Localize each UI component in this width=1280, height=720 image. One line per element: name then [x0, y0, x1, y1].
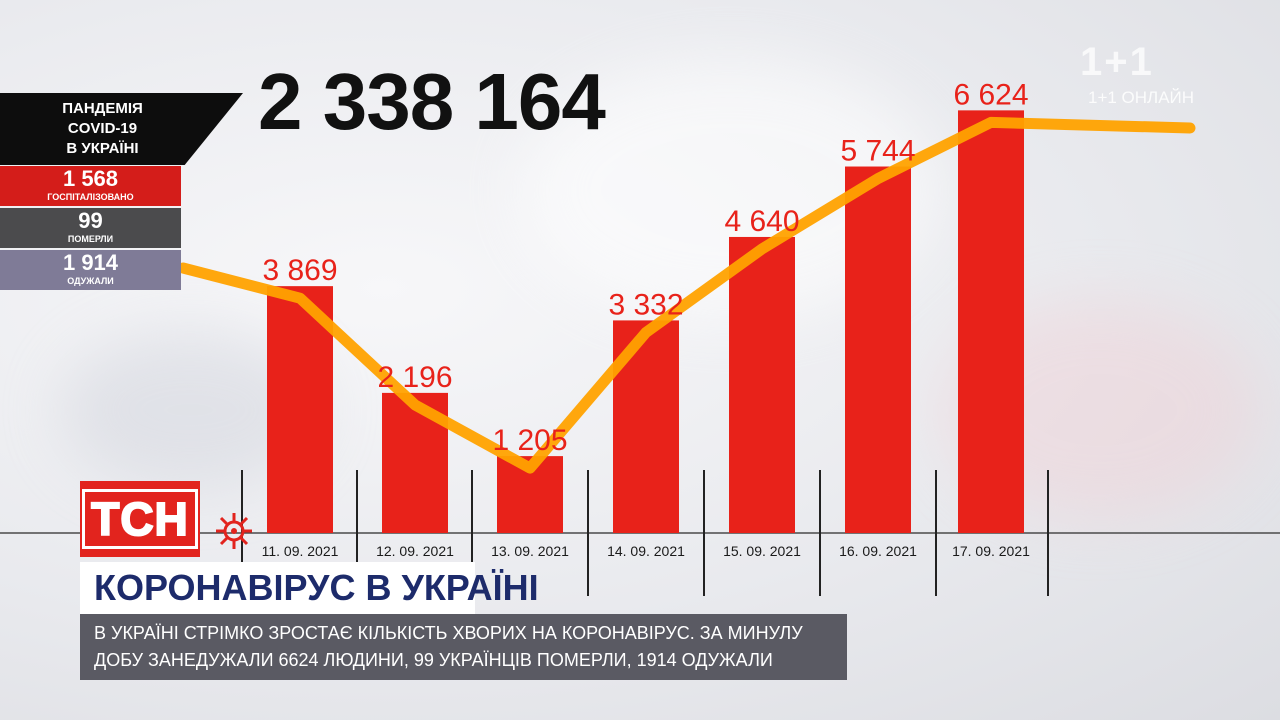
- recovered-value: 1 914: [62, 250, 119, 275]
- tsn-logo-text: ТСН: [82, 489, 198, 549]
- trend-line: [177, 116, 1196, 474]
- tsn-logo: ТСН: [80, 481, 200, 557]
- data-label: 3 332: [608, 288, 683, 321]
- pandemic-panel-title: ПАНДЕМІЯ COVID-19 В УКРАЇНІ: [62, 100, 143, 157]
- x-tick-label: 17. 09. 2021: [952, 543, 1030, 559]
- hospitalized-stat: 1 568 ГОСПІТАЛІЗОВАНО: [0, 166, 181, 206]
- x-tick-label: 11. 09. 2021: [262, 543, 339, 559]
- headline-bar: КОРОНАВІРУС В УКРАЇНІ: [80, 562, 539, 614]
- headline-text: КОРОНАВІРУС В УКРАЇНІ: [94, 567, 539, 608]
- recovered-stat: 1 914 ОДУЖАЛИ: [0, 250, 181, 290]
- caption-text: В УКРАЇНІ СТРІМКО ЗРОСТАЄ КІЛЬКІСТЬ ХВОР…: [94, 623, 803, 670]
- data-label: 3 869: [262, 254, 337, 287]
- total-cases: 2 338 164: [258, 57, 606, 146]
- data-label: 6 624: [953, 78, 1028, 111]
- bar: [267, 286, 333, 533]
- x-tick-label: 13. 09. 2021: [491, 543, 569, 559]
- channel-watermark-sub: 1+1 ОНЛАЙН: [1088, 88, 1195, 107]
- data-label: 1 205: [492, 424, 567, 457]
- caption-bar: В УКРАЇНІ СТРІМКО ЗРОСТАЄ КІЛЬКІСТЬ ХВОР…: [80, 614, 847, 680]
- channel-watermark: 1+1: [1080, 40, 1154, 84]
- bar: [845, 166, 911, 534]
- data-label: 5 744: [840, 135, 915, 168]
- hospitalized-label: ГОСПІТАЛІЗОВАНО: [47, 192, 134, 202]
- bar: [729, 236, 795, 533]
- x-tick-label: 12. 09. 2021: [376, 543, 454, 559]
- deaths-label: ПОМЕРЛИ: [67, 234, 114, 244]
- bar: [958, 110, 1024, 533]
- data-label: 2 196: [377, 361, 452, 394]
- virus-icon: [216, 513, 252, 549]
- x-tick-label: 15. 09. 2021: [723, 543, 801, 559]
- x-tick-label: 16. 09. 2021: [839, 543, 917, 559]
- hospitalized-value: 1 568: [62, 166, 119, 191]
- data-label: 4 640: [724, 205, 799, 238]
- recovered-label: ОДУЖАЛИ: [67, 276, 114, 286]
- deaths-stat: 99 ПОМЕРЛИ: [0, 208, 181, 248]
- x-tick-label: 14. 09. 2021: [607, 543, 685, 559]
- deaths-value: 99: [78, 208, 103, 233]
